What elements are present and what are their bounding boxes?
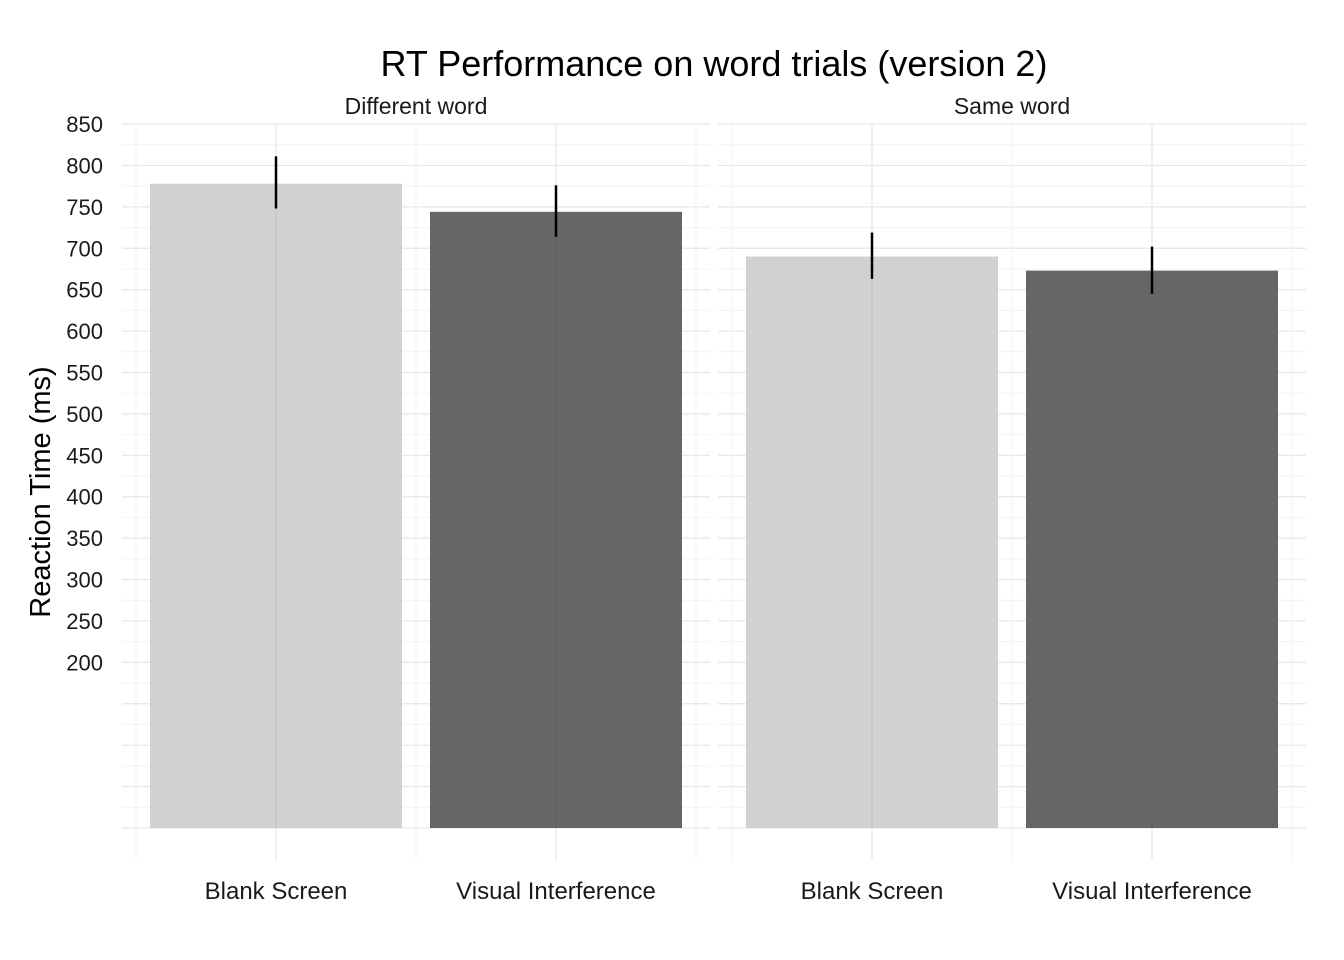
y-tick-label: 850: [66, 112, 103, 137]
x-tick-label: Visual Interference: [456, 878, 656, 905]
x-tick-label: Blank Screen: [801, 878, 944, 905]
bar-different-word-blank-screen: [150, 183, 402, 828]
y-tick-label: 350: [66, 526, 103, 551]
y-tick-label: 400: [66, 485, 103, 510]
panel-label-same-word: Same word: [954, 93, 1070, 119]
panel-label-different-word: Different word: [345, 93, 488, 119]
bar-same-word-blank-screen: [746, 256, 998, 828]
y-tick-label: 200: [66, 650, 103, 675]
y-tick-label: 650: [66, 278, 103, 303]
y-tick-label: 600: [66, 319, 103, 344]
y-tick-label: 750: [66, 195, 103, 220]
x-tick-label: Visual Interference: [1052, 878, 1252, 905]
y-tick-label: 500: [66, 402, 103, 427]
y-tick-label: 550: [66, 360, 103, 385]
bar-different-word-visual-interference: [430, 211, 682, 828]
x-tick-label: Blank Screen: [205, 878, 348, 905]
y-tick-label: 450: [66, 443, 103, 468]
y-tick-label: 800: [66, 153, 103, 178]
plot-area: Blank Screen Visual Interference Blank Scr…: [66, 112, 1306, 905]
y-tick-label: 700: [66, 236, 103, 261]
y-tick-label: 300: [66, 568, 103, 593]
chart-title: RT Performance on word trials (version 2…: [381, 43, 1048, 84]
y-tick-label: 250: [66, 609, 103, 634]
bar-same-word-visual-interference: [1026, 270, 1278, 828]
y-axis-label: Reaction Time (ms): [25, 366, 57, 617]
